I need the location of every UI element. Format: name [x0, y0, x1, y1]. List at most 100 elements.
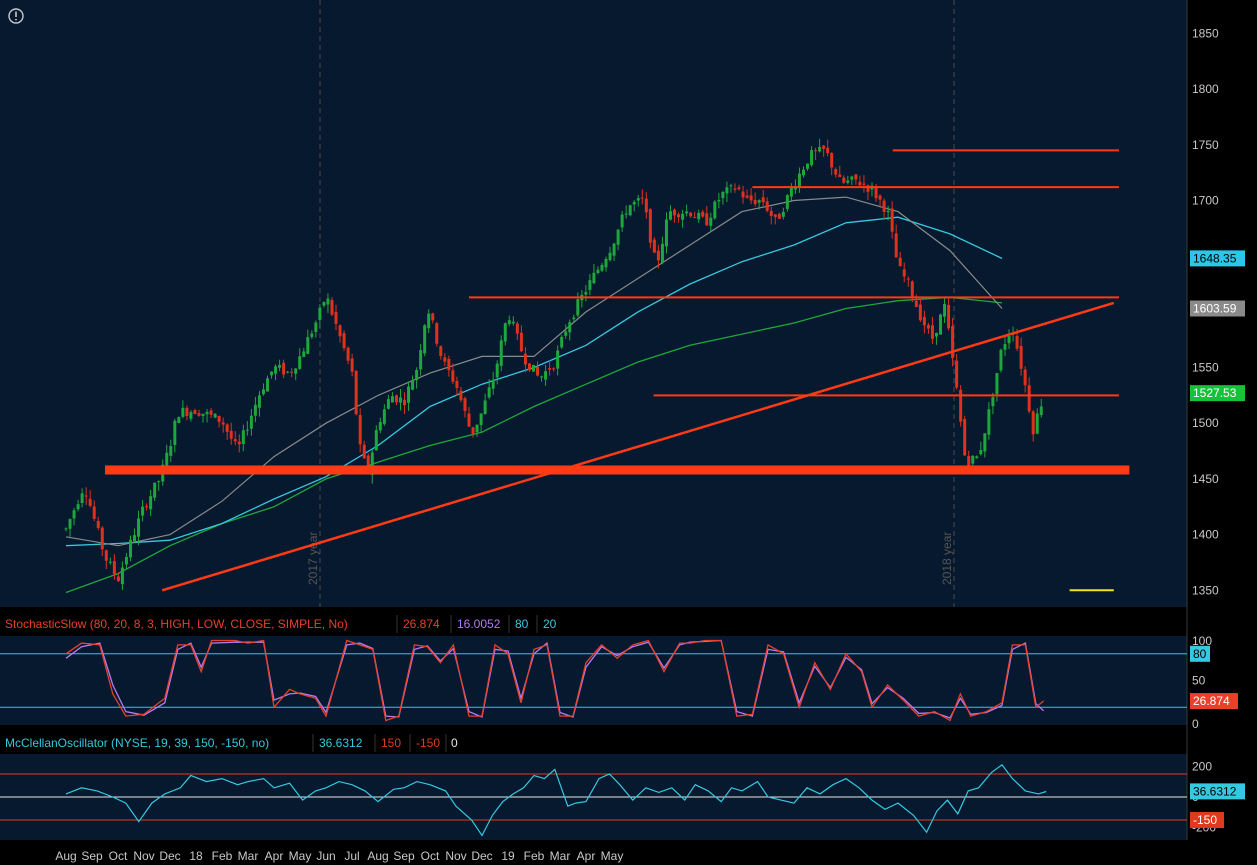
candle-body [612, 243, 616, 256]
price-chart[interactable] [64, 138, 1130, 594]
candle-body [531, 364, 535, 372]
candle-body [411, 381, 415, 390]
candle-body [1015, 336, 1019, 349]
candle-body [769, 210, 773, 216]
candle-body [854, 174, 858, 180]
candle-body [479, 413, 483, 426]
candle-body [866, 185, 870, 192]
x-tick-label: May [289, 849, 312, 863]
candle-body [374, 430, 378, 451]
mcclellan-value: 36.6312 [319, 736, 363, 750]
candle-body [947, 304, 951, 329]
candle-body [326, 298, 330, 305]
candle-body [536, 366, 540, 376]
mcclellan-zero-level: 0 [451, 736, 458, 750]
candle-body [403, 399, 407, 406]
candle-body [523, 353, 527, 365]
candle-body [983, 433, 987, 452]
mcclellan-tick-label: 200 [1192, 759, 1212, 773]
candle-body [185, 407, 189, 416]
x-tick-label: Mar [238, 849, 259, 863]
candle-body [346, 347, 350, 361]
exclamation-circle-icon[interactable] [8, 8, 24, 24]
candle-body [556, 350, 560, 369]
stochastic-header: StochasticSlow (80, 20, 8, 3, HIGH, LOW,… [0, 614, 563, 634]
candle-body [930, 325, 934, 339]
candle-body [193, 410, 197, 415]
candle-body [128, 539, 132, 558]
candle-body [890, 208, 894, 232]
candle-body [249, 415, 253, 429]
trend-line[interactable] [161, 301, 1115, 592]
candle-body [785, 195, 789, 209]
x-tick-label: Aug [367, 849, 388, 863]
candle-body [600, 264, 604, 271]
candle-body [209, 410, 213, 415]
candle-body [761, 197, 765, 203]
candle-body [314, 322, 318, 332]
candle-body [415, 369, 419, 381]
candle-body [955, 360, 959, 388]
candle-body [431, 313, 435, 321]
mcclellan-chart[interactable] [0, 763, 1187, 837]
candle-body [906, 278, 910, 280]
candle-body [382, 409, 386, 424]
x-tick-label: 19 [501, 849, 515, 863]
candle-body [390, 396, 394, 403]
candle-body [1003, 344, 1007, 350]
candle-body [487, 387, 491, 398]
price-badge: 1603.59 [1193, 302, 1237, 316]
candle-body [834, 169, 838, 175]
candle-body [217, 415, 221, 422]
price-badge-bg [1190, 250, 1245, 267]
candle-body [652, 239, 656, 253]
mcclellan-badge-bg [1190, 812, 1224, 829]
year-label: 2017 year [306, 532, 320, 585]
candle-body [278, 364, 282, 368]
candle-body [322, 302, 326, 306]
candle-body [266, 378, 269, 392]
candle-body [173, 420, 177, 445]
candle-body [850, 176, 854, 180]
price-tick-label: 1400 [1192, 528, 1219, 542]
candle-body [398, 397, 402, 403]
candle-body [527, 363, 531, 371]
candle-body [624, 213, 628, 215]
candle-body [92, 506, 96, 519]
stochastic-tick-label: 0 [1192, 717, 1199, 731]
price-tick-label: 1800 [1192, 82, 1219, 96]
candle-body [717, 200, 721, 202]
candle-body [491, 379, 495, 389]
candle-body [241, 430, 245, 444]
candle-body [548, 368, 552, 370]
candle-body [475, 424, 479, 433]
candle-body [471, 427, 475, 434]
candle-body [439, 346, 443, 356]
candle-body [350, 358, 354, 372]
candle-body [721, 191, 725, 199]
x-tick-label: Nov [133, 849, 154, 863]
candle-body [459, 390, 463, 401]
candle-body [165, 452, 169, 468]
stochastic-k-line [65, 639, 1045, 722]
candle-body [124, 556, 128, 565]
candle-body [745, 195, 749, 198]
candle-body [673, 209, 677, 216]
candle-body [544, 371, 548, 380]
candle-body [681, 213, 685, 220]
price-tick-label: 1500 [1192, 416, 1219, 430]
x-tick-label: 18 [189, 849, 203, 863]
candle-body [342, 333, 346, 349]
candle-body [749, 195, 753, 201]
candle-body [596, 269, 600, 273]
candle-body [669, 211, 672, 220]
candle-body [334, 311, 338, 324]
candle-body [463, 398, 467, 411]
price-tick-label: 1350 [1192, 583, 1219, 597]
candle-body [133, 535, 137, 542]
candle-body [116, 576, 120, 582]
candle-body [386, 399, 390, 409]
candle-body [858, 181, 862, 186]
candle-body [302, 351, 306, 357]
stochastic-chart[interactable] [0, 639, 1187, 722]
